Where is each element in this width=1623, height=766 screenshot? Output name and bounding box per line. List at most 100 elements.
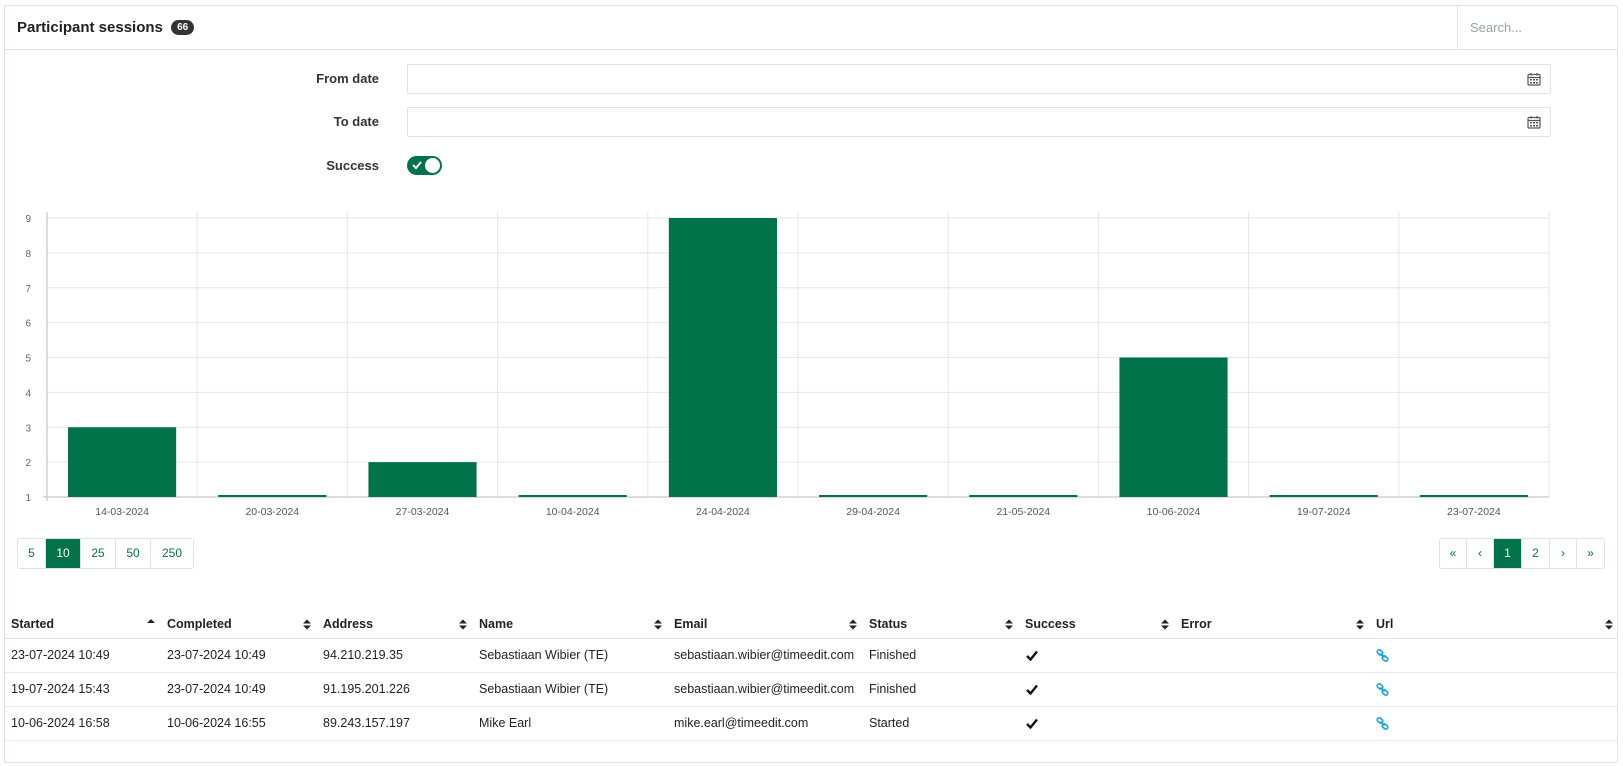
sessions-table: Started Completed Address Name Email Status Su… [5, 610, 1617, 741]
column-header-completed[interactable]: Completed [161, 610, 317, 639]
cell-name: Sebastiaan Wibier (TE) [473, 672, 668, 707]
panel-header: Participant sessions 66 [5, 6, 1617, 50]
sort-icon[interactable] [1356, 619, 1364, 630]
table-row[interactable]: 19-07-2024 15:43 23-07-2024 10:49 91.195.2… [5, 672, 1617, 707]
cell-url [1370, 638, 1617, 673]
bar-21-05-2024[interactable] [969, 495, 1078, 497]
next-page-button[interactable]: › [1550, 539, 1577, 568]
column-header-success[interactable]: Success [1019, 610, 1175, 639]
cell-status: Finished [863, 672, 1019, 707]
prev-page-button[interactable]: ‹ [1467, 539, 1494, 568]
column-header-label: Completed [167, 616, 232, 631]
check-icon [412, 161, 422, 170]
toggle-knob [425, 158, 440, 173]
page-size-option-25[interactable]: 25 [81, 539, 116, 568]
calendar-icon[interactable] [1527, 72, 1541, 86]
bar-19-07-2024[interactable] [1269, 495, 1378, 497]
bar-20-03-2024[interactable] [218, 495, 327, 497]
table-row[interactable]: 10-06-2024 16:58 10-06-2024 16:55 89.243.1… [5, 706, 1617, 741]
participant-sessions-panel: Participant sessions 66 From date To dat… [4, 5, 1618, 763]
panel-title: Participant sessions 66 [17, 19, 195, 37]
column-header-label: Name [479, 616, 514, 631]
sort-asc-icon[interactable] [147, 619, 155, 630]
column-header-label: Success [1025, 616, 1076, 631]
x-tick-label: 23-07-2024 [1447, 506, 1501, 518]
success-row: Success [5, 156, 1617, 175]
cell-address: 91.195.201.226 [317, 672, 473, 707]
table-header-row: Started Completed Address Name Email Status Su… [5, 610, 1617, 639]
x-tick-label: 10-06-2024 [1147, 506, 1201, 518]
last-page-button[interactable]: » [1577, 539, 1604, 568]
x-tick-label: 14-03-2024 [95, 506, 149, 518]
y-tick-label: 6 [25, 319, 31, 330]
from-date-row: From date [5, 64, 1617, 94]
column-header-name[interactable]: Name [473, 610, 668, 639]
table-row[interactable]: 23-07-2024 10:49 23-07-2024 10:49 94.210.2… [5, 638, 1617, 673]
cell-address: 89.243.157.197 [317, 706, 473, 741]
cell-started: 10-06-2024 16:58 [5, 706, 161, 741]
link-icon[interactable] [1376, 717, 1389, 731]
column-header-address[interactable]: Address [317, 610, 473, 639]
sort-icon[interactable] [1161, 619, 1169, 630]
cell-started: 23-07-2024 10:49 [5, 638, 161, 673]
check-icon [1026, 650, 1038, 662]
x-tick-label: 24-04-2024 [696, 506, 750, 518]
column-header-label: Url [1376, 616, 1394, 631]
page-size-option-250[interactable]: 250 [151, 539, 193, 568]
link-icon[interactable] [1376, 683, 1389, 697]
y-tick-label: 7 [25, 284, 31, 295]
to-date-input[interactable] [407, 107, 1551, 137]
y-tick-label: 5 [25, 354, 31, 365]
sessions-bar-chart: 1 2 3 4 5 6 7 8 9 14-03-2024 20-03-2024 27-03-2024 1… [25, 212, 1550, 518]
column-header-label: Status [869, 616, 908, 631]
to-date-row: To date [5, 107, 1617, 137]
page-size-option-10[interactable]: 10 [46, 539, 81, 568]
search-input[interactable] [1457, 6, 1617, 49]
column-header-email[interactable]: Email [668, 610, 863, 639]
y-tick-label: 9 [25, 214, 31, 225]
column-header-error[interactable]: Error [1175, 610, 1370, 639]
cell-completed: 10-06-2024 16:55 [161, 706, 317, 741]
sort-icon[interactable] [303, 619, 311, 630]
bar-14-03-2024[interactable] [68, 427, 177, 497]
cell-status: Started [863, 706, 1019, 741]
cell-success [1019, 706, 1175, 741]
bar-24-04-2024[interactable] [668, 218, 777, 497]
success-toggle[interactable] [407, 156, 442, 175]
first-page-button[interactable]: « [1440, 539, 1467, 568]
page-size-option-5[interactable]: 5 [18, 539, 46, 568]
cell-completed: 23-07-2024 10:49 [161, 638, 317, 673]
cell-email: sebastiaan.wibier@timeedit.com [668, 638, 863, 673]
sort-icon[interactable] [459, 619, 467, 630]
sort-icon[interactable] [1005, 619, 1013, 630]
page-size-option-50[interactable]: 50 [116, 539, 151, 568]
page-1-button[interactable]: 1 [1494, 539, 1522, 568]
x-tick-label: 19-07-2024 [1297, 506, 1351, 518]
sort-icon[interactable] [849, 619, 857, 630]
column-header-url[interactable]: Url [1370, 610, 1617, 639]
y-tick-label: 4 [25, 388, 31, 399]
column-header-label: Error [1181, 616, 1212, 631]
cell-started: 19-07-2024 15:43 [5, 672, 161, 707]
pagination: «‹ 1 2 ›» [1439, 538, 1605, 569]
cell-email: mike.earl@timeedit.com [668, 706, 863, 741]
cell-error [1175, 706, 1370, 741]
sort-icon[interactable] [654, 619, 662, 630]
column-header-status[interactable]: Status [863, 610, 1019, 639]
cell-url [1370, 672, 1617, 707]
from-date-input[interactable] [407, 64, 1551, 94]
page-2-button[interactable]: 2 [1522, 539, 1550, 568]
bar-10-06-2024[interactable] [1119, 357, 1228, 498]
bar-27-03-2024[interactable] [368, 462, 477, 497]
column-header-label: Email [674, 616, 708, 631]
bar-29-04-2024[interactable] [819, 495, 928, 497]
y-tick-label: 2 [25, 458, 31, 469]
success-label: Success [326, 158, 379, 173]
bar-10-04-2024[interactable] [518, 495, 627, 497]
link-icon[interactable] [1376, 649, 1389, 663]
cell-address: 94.210.219.35 [317, 638, 473, 673]
calendar-icon[interactable] [1527, 115, 1541, 129]
bar-23-07-2024[interactable] [1419, 495, 1528, 497]
column-header-started[interactable]: Started [5, 610, 161, 639]
sort-icon[interactable] [1605, 619, 1613, 630]
